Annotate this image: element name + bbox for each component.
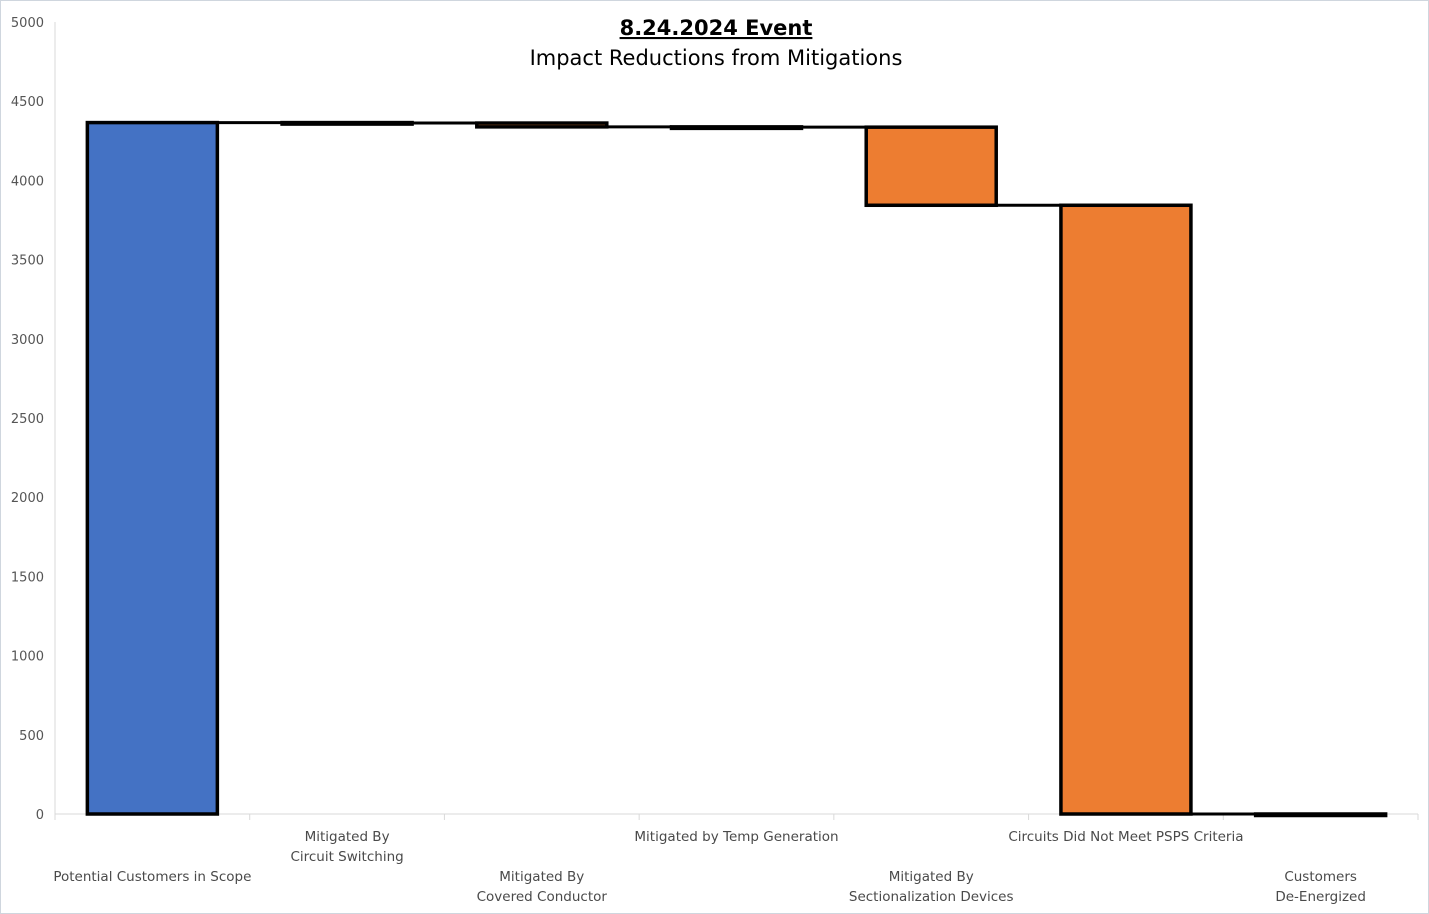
y-tick-label: 3000 — [11, 333, 44, 348]
reduction-bar — [864, 125, 998, 208]
x-tick-label-line: Potential Customers in Scope — [53, 869, 251, 885]
total-bar — [85, 120, 220, 816]
y-tick-label: 2500 — [11, 412, 44, 427]
total-bar — [1253, 812, 1388, 818]
x-tick-label: Mitigated by Temp Generation — [634, 829, 838, 845]
connector-lines — [217, 121, 1256, 816]
y-tick-label: 2000 — [11, 491, 44, 506]
x-tick-label-line: Mitigated by Temp Generation — [634, 829, 838, 845]
x-tick-label-line: Mitigated By — [889, 869, 974, 885]
x-tick-label-line: De-Energized — [1275, 889, 1366, 905]
x-tick-label-line: Mitigated By — [305, 829, 390, 845]
y-tick-label: 0 — [36, 808, 44, 823]
x-tick-label: Circuits Did Not Meet PSPS Criteria — [1008, 829, 1243, 845]
y-tick-label: 5000 — [11, 16, 44, 31]
x-tick-label-line: Circuit Switching — [290, 849, 403, 865]
y-tick-label: 4500 — [11, 95, 44, 110]
y-tick-label: 1000 — [11, 650, 44, 665]
y-tick-label: 4000 — [11, 174, 44, 189]
x-tick-label-line: Sectionalization Devices — [849, 889, 1014, 905]
chart-subtitle: Impact Reductions from Mitigations — [530, 46, 903, 70]
x-tick-label-line: Covered Conductor — [477, 889, 608, 905]
y-axis: 0 500 1000 1500 2000 2500 3000 3500 4000 4500 5000 — [11, 16, 56, 823]
x-tick-label-line: Circuits Did Not Meet PSPS Criteria — [1008, 829, 1243, 845]
bar-series — [85, 120, 1388, 818]
y-tick-label: 500 — [19, 729, 44, 744]
x-axis: Potential Customers in Scope Mitigated By… — [53, 813, 1419, 905]
x-tick-label: Mitigated By Sectionalization Devices — [849, 869, 1014, 905]
x-tick-label-line: Mitigated By — [499, 869, 584, 885]
y-tick-label: 3500 — [11, 254, 44, 269]
reduction-bar — [669, 125, 804, 131]
reduction-bar — [475, 121, 609, 129]
y-tick-label: 1500 — [11, 570, 44, 585]
x-tick-label: Mitigated By Covered Conductor — [477, 869, 608, 905]
chart-title: 8.24.2024 Event — [620, 16, 813, 40]
x-tick-label-line: Customers — [1284, 869, 1357, 885]
x-tick-label: Mitigated By Circuit Switching — [290, 829, 403, 865]
reduction-bar — [280, 120, 414, 126]
x-tick-label: Potential Customers in Scope — [53, 869, 251, 885]
x-tick-label: Customers De-Energized — [1275, 869, 1366, 905]
reduction-bar — [1059, 203, 1193, 816]
